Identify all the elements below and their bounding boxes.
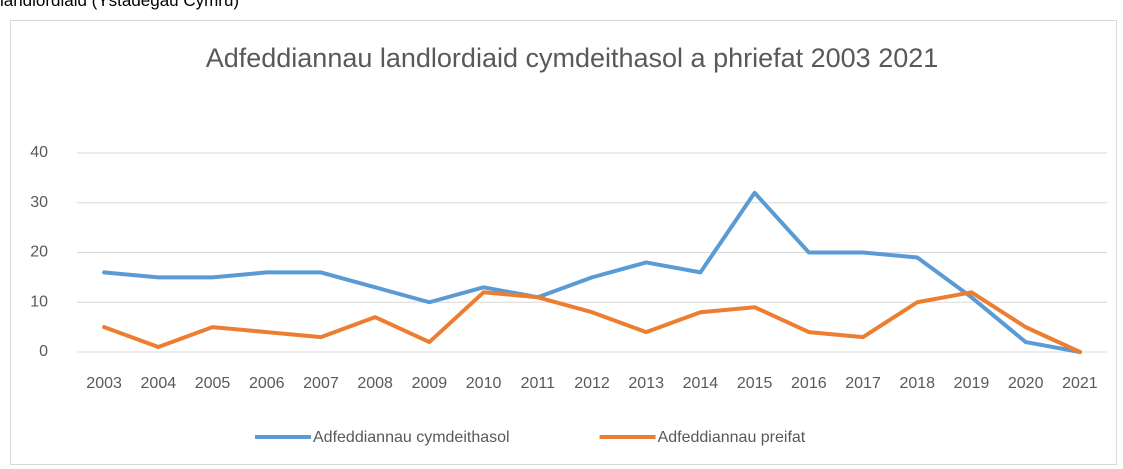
- x-tick-label: 2012: [574, 375, 610, 392]
- legend-label: Adfeddiannau preifat: [658, 429, 806, 446]
- y-tick-label: 20: [30, 244, 48, 261]
- x-tick-label: 2007: [303, 375, 339, 392]
- x-tick-label: 2010: [466, 375, 502, 392]
- header-text: landlordiaid (Ystadegau Cymru): [0, 0, 240, 10]
- y-tick-label: 0: [39, 343, 48, 360]
- x-tick-label: 2011: [521, 375, 556, 392]
- x-tick-label: 2021: [1062, 375, 1098, 392]
- x-tick-label: 2008: [357, 375, 393, 392]
- x-tick-label: 2015: [737, 375, 773, 392]
- chart-title: Adfeddiannau landlordiaid cymdeithasol a…: [205, 43, 939, 73]
- x-tick-label: 2017: [845, 375, 881, 392]
- y-tick-label: 10: [30, 293, 48, 310]
- series-line: [102, 290, 1082, 354]
- y-tick-label: 30: [30, 194, 48, 211]
- x-tick-label: 2004: [141, 375, 177, 392]
- legend-label: Adfeddiannau cymdeithasol: [313, 429, 510, 446]
- x-tick-label: 2019: [954, 375, 990, 392]
- x-tick-label: 2014: [683, 375, 719, 392]
- x-tick-label: 2020: [1008, 375, 1044, 392]
- x-tick-label: 2013: [628, 375, 664, 392]
- x-tick-label: 2006: [249, 375, 285, 392]
- x-tick-label: 2003: [86, 375, 122, 392]
- x-tick-label: 2005: [195, 375, 231, 392]
- chart-frame: [10, 20, 1117, 465]
- x-tick-label: 2018: [899, 375, 935, 392]
- series-line: [102, 190, 1082, 354]
- x-tick-label: 2016: [791, 375, 827, 392]
- y-tick-label: 40: [30, 144, 48, 161]
- x-tick-label: 2009: [412, 375, 448, 392]
